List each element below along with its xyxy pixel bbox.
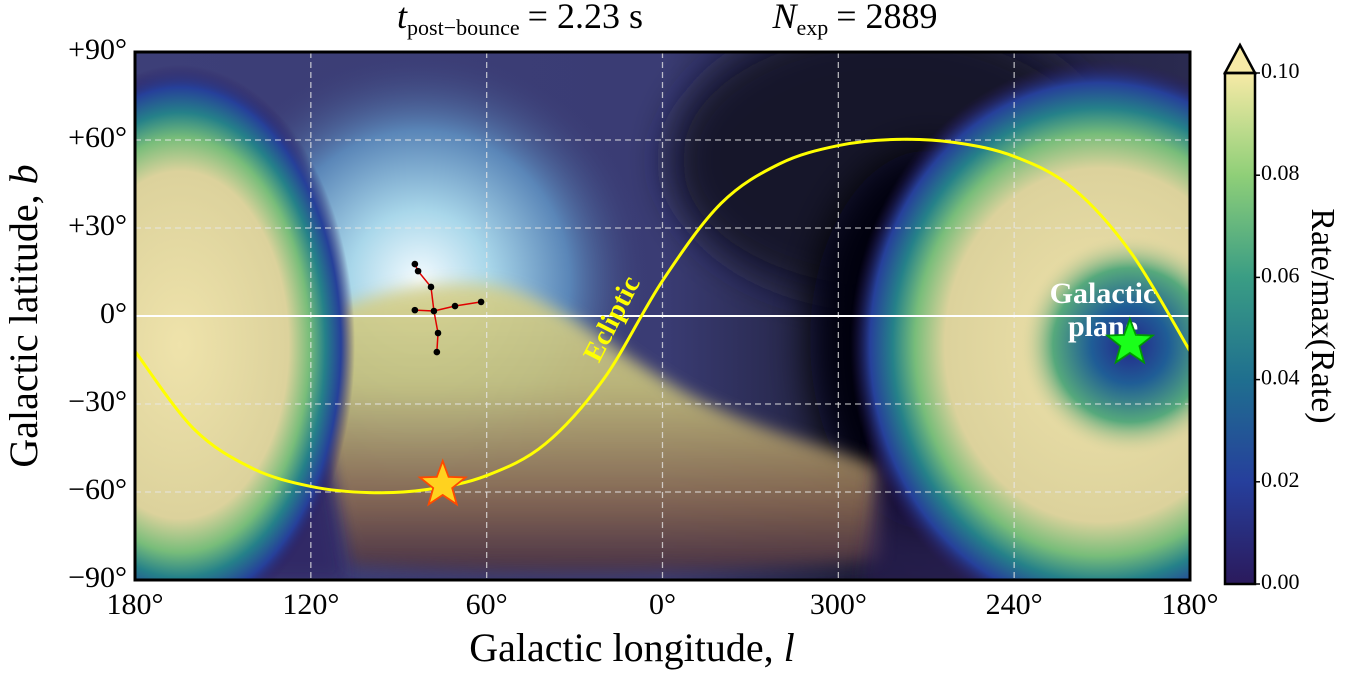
constellation-star <box>427 283 435 291</box>
colorbar-tick-label: 0.00 <box>1261 569 1300 594</box>
constellation-star <box>451 302 459 310</box>
y-tick-label: +60° <box>68 121 127 154</box>
y-tick-label: −60° <box>68 473 127 506</box>
x-tick-label: 180° <box>1162 588 1219 621</box>
y-tick-label: +90° <box>68 33 127 66</box>
constellation-star <box>477 298 485 306</box>
colorbar-tick-label: 0.10 <box>1261 58 1300 83</box>
title-subscript: post−bounce <box>407 15 520 40</box>
constellation-star <box>411 260 419 268</box>
y-tick-label: +30° <box>68 209 127 242</box>
constellation-line <box>433 305 456 312</box>
constellation-star <box>434 329 442 337</box>
y-tick-label: −90° <box>68 561 127 594</box>
x-axis-label-text: Galactic longitude, <box>469 625 773 670</box>
constellation-star <box>433 348 441 356</box>
constellation-star <box>430 307 438 315</box>
colorbar-extend <box>1222 42 1258 75</box>
constellation-line <box>417 270 432 288</box>
constellation-line <box>430 286 435 312</box>
ecliptic-line <box>133 137 1192 495</box>
colorbar-tick-label: 0.04 <box>1261 365 1300 390</box>
colorbar-label: Rate/max(Rate) <box>1304 208 1341 423</box>
constellation-star <box>414 267 422 275</box>
title-subscript: exp <box>796 15 828 40</box>
x-tick-label: 300° <box>810 588 867 621</box>
x-tick-label: 120° <box>282 588 339 621</box>
x-tick-label: 240° <box>986 588 1043 621</box>
constellation-star <box>411 306 419 314</box>
colorbar-scale <box>1225 73 1255 584</box>
star-marker <box>1104 316 1156 365</box>
y-axis-label-symbol: b <box>1 164 46 184</box>
title-time: tpost−bounce = 2.23 s <box>397 0 643 40</box>
x-axis-label: Galactic longitude, l <box>469 625 794 670</box>
y-tick-label: 0° <box>100 297 127 330</box>
galactic-plane-label-line: Galactic <box>1050 277 1157 310</box>
x-tick-label: 0° <box>649 588 676 621</box>
constellation-line <box>454 301 482 307</box>
x-axis-label-symbol: l <box>784 625 795 670</box>
constellation-line <box>433 310 439 334</box>
y-axis-label: Galactic latitude, b <box>1 164 46 467</box>
colorbar: 0.00 0.02 0.04 0.06 0.08 0.10 <box>1222 42 1300 594</box>
title-text: = 2.23 s <box>528 0 643 36</box>
y-axis-label-text: Galactic latitude, <box>1 194 46 467</box>
title-text: = 2889 <box>836 0 937 36</box>
title-count: Nexp = 2889 <box>771 0 937 40</box>
title-symbol: N <box>771 0 798 36</box>
star-marker <box>417 458 468 507</box>
title-symbol: t <box>397 0 408 36</box>
colorbar-tick-label: 0.06 <box>1261 262 1300 287</box>
colorbar-frame <box>1223 71 1257 586</box>
colorbar-tick-label: 0.08 <box>1261 160 1300 185</box>
x-tick-label: 180° <box>107 588 164 621</box>
y-tick-label: −30° <box>68 385 127 418</box>
heatmap <box>135 52 1190 580</box>
colorbar-tick-label: 0.02 <box>1261 467 1300 492</box>
plot-frame <box>133 50 1192 582</box>
x-tick-label: 60° <box>466 588 508 621</box>
